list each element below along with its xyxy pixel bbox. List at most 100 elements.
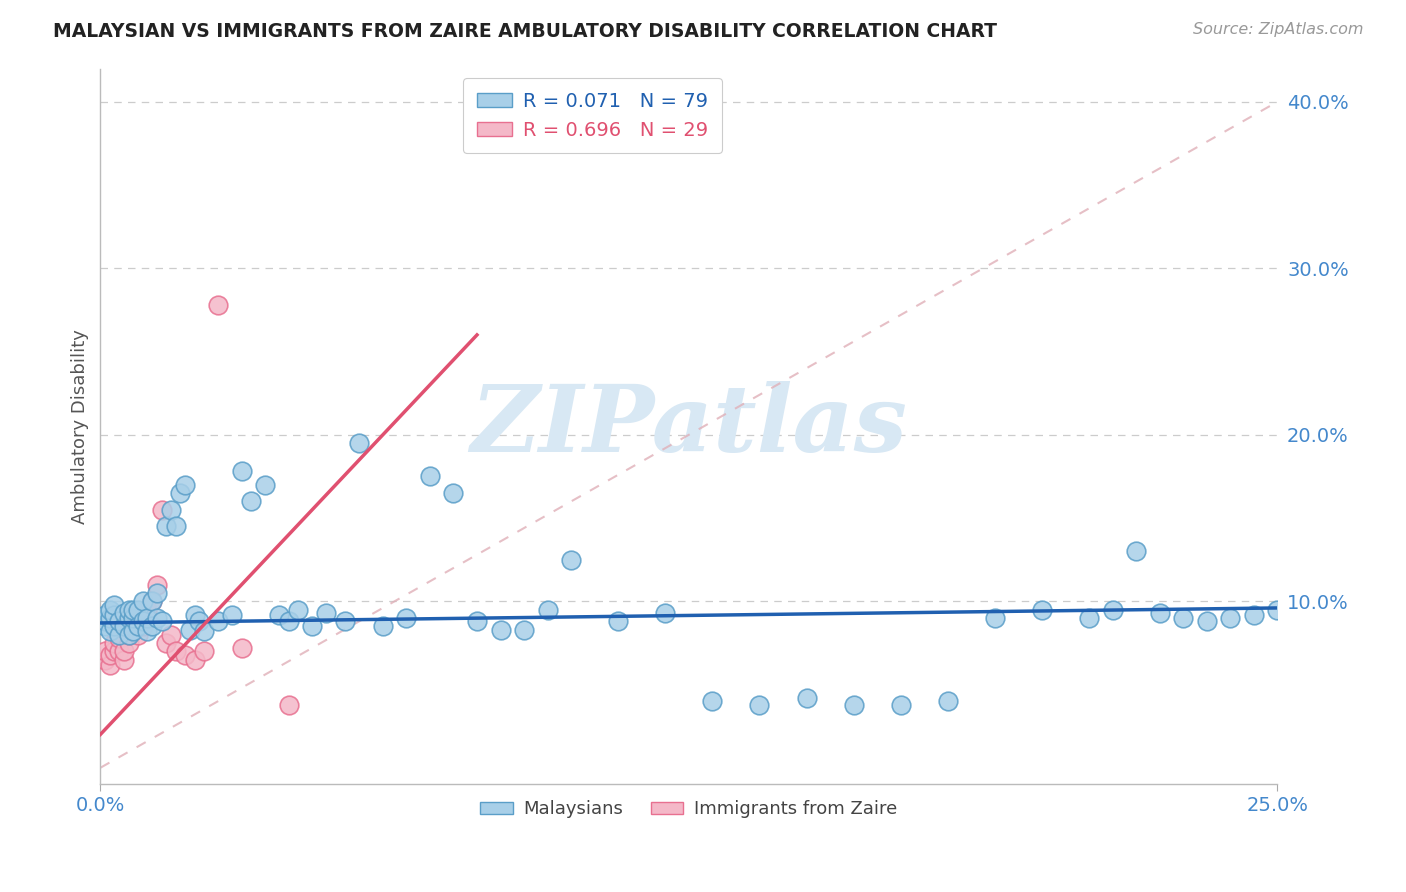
Point — [395, 611, 418, 625]
Point — [146, 577, 169, 591]
Point — [127, 627, 149, 641]
Point — [1101, 602, 1123, 616]
Point — [132, 619, 155, 633]
Point — [560, 552, 582, 566]
Point — [277, 698, 299, 712]
Point — [277, 614, 299, 628]
Point — [108, 627, 131, 641]
Point — [1149, 606, 1171, 620]
Point — [103, 644, 125, 658]
Point — [165, 519, 187, 533]
Point — [103, 636, 125, 650]
Point — [108, 631, 131, 645]
Point — [150, 614, 173, 628]
Point — [165, 644, 187, 658]
Legend: Malaysians, Immigrants from Zaire: Malaysians, Immigrants from Zaire — [474, 793, 904, 825]
Point — [702, 694, 724, 708]
Point — [108, 644, 131, 658]
Point — [183, 607, 205, 622]
Point — [98, 657, 121, 672]
Point — [936, 694, 959, 708]
Point — [465, 614, 488, 628]
Point — [94, 607, 117, 622]
Point — [98, 624, 121, 639]
Point — [513, 623, 536, 637]
Point — [132, 614, 155, 628]
Point — [654, 606, 676, 620]
Point — [155, 519, 177, 533]
Point — [984, 611, 1007, 625]
Point — [231, 640, 253, 655]
Point — [94, 644, 117, 658]
Point — [122, 619, 145, 633]
Point — [117, 602, 139, 616]
Point — [207, 614, 229, 628]
Point — [122, 611, 145, 625]
Point — [419, 469, 441, 483]
Point — [1243, 607, 1265, 622]
Point — [169, 486, 191, 500]
Point — [221, 607, 243, 622]
Point — [117, 611, 139, 625]
Point — [193, 644, 215, 658]
Point — [150, 502, 173, 516]
Point — [146, 586, 169, 600]
Point — [315, 606, 337, 620]
Text: MALAYSIAN VS IMMIGRANTS FROM ZAIRE AMBULATORY DISABILITY CORRELATION CHART: MALAYSIAN VS IMMIGRANTS FROM ZAIRE AMBUL… — [53, 22, 997, 41]
Point — [1265, 602, 1288, 616]
Point — [842, 698, 865, 712]
Point — [98, 602, 121, 616]
Point — [174, 477, 197, 491]
Point — [179, 623, 201, 637]
Point — [136, 611, 159, 625]
Point — [155, 636, 177, 650]
Point — [108, 614, 131, 628]
Text: ZIPatlas: ZIPatlas — [471, 382, 907, 472]
Y-axis label: Ambulatory Disability: Ambulatory Disability — [72, 329, 89, 524]
Point — [269, 607, 291, 622]
Point — [117, 627, 139, 641]
Point — [607, 614, 630, 628]
Point — [117, 636, 139, 650]
Point — [122, 624, 145, 639]
Point — [136, 602, 159, 616]
Point — [98, 648, 121, 662]
Point — [160, 627, 183, 641]
Point — [141, 619, 163, 633]
Point — [207, 298, 229, 312]
Point — [174, 648, 197, 662]
Point — [890, 698, 912, 712]
Point — [183, 652, 205, 666]
Point — [748, 698, 770, 712]
Point — [127, 619, 149, 633]
Point — [1125, 544, 1147, 558]
Point — [1219, 611, 1241, 625]
Point — [112, 606, 135, 620]
Point — [333, 614, 356, 628]
Point — [132, 594, 155, 608]
Point — [94, 652, 117, 666]
Point — [254, 477, 277, 491]
Point — [240, 494, 263, 508]
Point — [443, 486, 465, 500]
Point — [117, 627, 139, 641]
Point — [141, 594, 163, 608]
Point — [103, 598, 125, 612]
Point — [136, 624, 159, 639]
Point — [188, 614, 211, 628]
Point — [112, 652, 135, 666]
Point — [1078, 611, 1101, 625]
Text: Source: ZipAtlas.com: Source: ZipAtlas.com — [1194, 22, 1364, 37]
Point — [1031, 602, 1053, 616]
Point — [98, 611, 121, 625]
Point — [193, 624, 215, 639]
Point — [796, 690, 818, 705]
Point — [371, 619, 394, 633]
Point — [122, 602, 145, 616]
Point — [127, 602, 149, 616]
Point — [287, 602, 309, 616]
Point — [103, 619, 125, 633]
Point — [94, 619, 117, 633]
Point — [349, 436, 371, 450]
Point — [489, 623, 512, 637]
